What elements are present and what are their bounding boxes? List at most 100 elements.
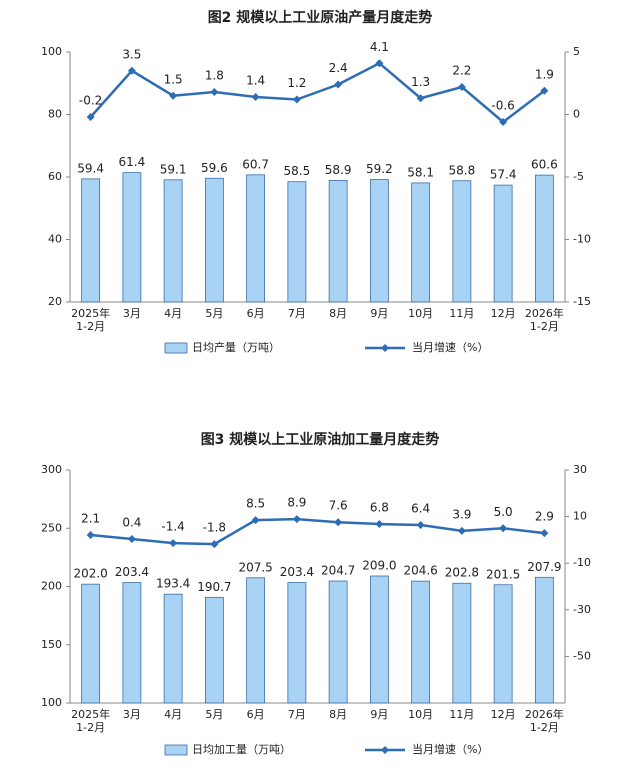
value-label: 58.1: [407, 165, 434, 179]
value-label: 203.4: [115, 565, 149, 579]
y2-tick-label: -10: [573, 233, 591, 246]
y-tick-label: 60: [48, 170, 62, 183]
bar: [287, 181, 307, 303]
value-label: 1.2: [287, 76, 306, 90]
x-tick-label: 11月: [449, 708, 474, 721]
point: [292, 95, 301, 104]
point: [292, 515, 301, 524]
bar: [81, 178, 101, 303]
point: [127, 534, 136, 543]
value-label: 209.0: [362, 559, 396, 573]
value-label: 59.2: [366, 162, 393, 176]
value-label: 2.9: [535, 510, 554, 524]
point: [375, 59, 384, 68]
point: [416, 94, 425, 103]
x-tick-label: 5月: [205, 307, 223, 320]
x-tick-label: 3月: [123, 708, 141, 721]
legend-swatch: [164, 744, 188, 756]
point: [457, 526, 466, 535]
x-tick-label: 8月: [329, 307, 347, 320]
value-label: 2.2: [452, 64, 471, 78]
x-tick-label: 12月: [491, 307, 516, 320]
legend-label: 日均加工量（万吨）: [192, 743, 291, 756]
value-label: 201.5: [486, 567, 520, 581]
point: [210, 540, 219, 549]
value-label: 1.8: [205, 69, 224, 83]
value-label: 204.6: [403, 564, 437, 578]
value-label: 1.9: [535, 67, 554, 81]
value-label: 3.9: [452, 507, 471, 521]
bar: [163, 593, 183, 704]
bar: [493, 584, 513, 704]
x-tick-label: 2025年 1-2月: [71, 306, 110, 333]
point: [169, 91, 178, 100]
x-tick-label: 9月: [370, 708, 388, 721]
y-tick-label: 100: [41, 696, 62, 709]
point: [457, 83, 466, 91]
value-label: 1.4: [246, 74, 265, 88]
value-label: 1.5: [164, 72, 183, 86]
x-tick-label: 11月: [449, 307, 474, 320]
y-tick-label: 150: [41, 638, 62, 651]
bar: [163, 179, 183, 303]
legend-swatch: [164, 342, 188, 354]
y2-tick-label: -30: [573, 603, 591, 616]
x-tick-label: 10月: [408, 708, 433, 721]
y2-tick-label: 10: [573, 510, 587, 523]
value-label: 57.4: [490, 168, 517, 182]
point: [251, 93, 260, 101]
value-label: 207.9: [527, 560, 561, 574]
point: [127, 66, 136, 75]
value-label: -0.6: [491, 99, 514, 113]
value-label: 190.7: [197, 580, 231, 594]
bar: [452, 582, 472, 704]
value-label: 59.6: [201, 161, 228, 175]
bar: [534, 576, 554, 704]
point: [334, 80, 343, 89]
x-tick-label: 2026年 1-2月: [525, 306, 564, 333]
y-tick-label: 250: [41, 521, 62, 534]
bar: [369, 179, 389, 303]
x-tick-label: 4月: [164, 708, 182, 721]
value-label: 1.3: [411, 75, 430, 89]
value-label: 202.0: [73, 567, 107, 581]
x-tick-label: 2026年 1-2月: [525, 707, 564, 734]
value-label: -0.2: [79, 94, 102, 108]
x-tick-label: 8月: [329, 708, 347, 721]
point: [540, 529, 549, 538]
value-label: 58.9: [325, 163, 352, 177]
y-tick-label: 200: [41, 580, 62, 593]
bar: [411, 182, 431, 303]
value-label: 3.5: [122, 47, 141, 61]
bar: [328, 180, 348, 303]
point: [334, 518, 343, 527]
value-label: 6.4: [411, 501, 430, 515]
point: [499, 118, 508, 126]
x-tick-label: 12月: [491, 708, 516, 721]
y-tick-label: 20: [48, 295, 62, 308]
bar: [493, 184, 513, 303]
value-label: 5.0: [494, 505, 513, 519]
bar: [122, 582, 142, 704]
value-label: 8.9: [287, 496, 306, 510]
x-tick-label: 2025年 1-2月: [71, 707, 110, 734]
value-label: 202.8: [445, 566, 479, 580]
value-label: 7.6: [329, 499, 348, 513]
bar: [204, 596, 224, 704]
value-label: 58.8: [449, 163, 476, 177]
point: [375, 520, 384, 529]
x-tick-label: 6月: [247, 708, 265, 721]
value-label: 2.4: [329, 61, 348, 75]
point: [499, 524, 508, 533]
x-tick-label: 10月: [408, 307, 433, 320]
point: [416, 520, 425, 529]
value-label: -1.4: [161, 520, 184, 534]
value-label: 6.8: [370, 501, 389, 515]
value-label: 0.4: [122, 515, 141, 529]
x-tick-label: 6月: [247, 307, 265, 320]
bar: [246, 577, 266, 704]
y-tick-label: 40: [48, 233, 62, 246]
value-label: 60.7: [242, 157, 269, 171]
x-tick-label: 4月: [164, 307, 182, 320]
value-label: 8.5: [246, 497, 265, 511]
